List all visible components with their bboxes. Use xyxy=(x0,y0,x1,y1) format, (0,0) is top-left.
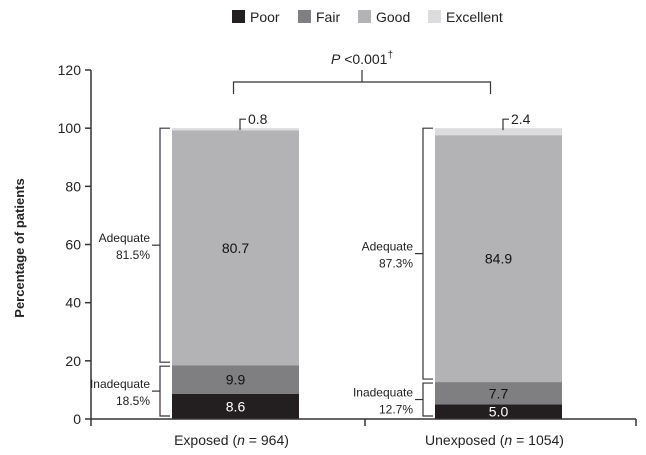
y-axis-title: Percentage of patients xyxy=(12,178,27,317)
data-label-fair: 7.7 xyxy=(489,385,509,401)
bar-segment-fair xyxy=(172,365,299,394)
category-prefix: Unexposed ( xyxy=(425,432,505,448)
data-label-good: 80.7 xyxy=(222,240,249,256)
category-suffix: = 1054) xyxy=(512,432,564,448)
x-category-label: Unexposed (n = 1054) xyxy=(425,432,564,448)
legend-item-poor: Poor xyxy=(232,9,280,25)
excellent-leader-line xyxy=(239,118,246,131)
inadequate-value: 12.7% xyxy=(379,403,413,417)
inadequate-label: Inadequate xyxy=(90,377,150,391)
y-tick-label: 120 xyxy=(58,62,82,78)
legend-label: Fair xyxy=(316,9,340,25)
legend: Poor Fair Good Excellent xyxy=(232,9,503,25)
data-label-poor: 5.0 xyxy=(489,404,509,420)
category-n: n xyxy=(504,432,512,448)
bar-segment-excellent xyxy=(172,128,299,131)
p-value-label: P <0.001† xyxy=(331,50,393,67)
y-tick-label: 20 xyxy=(65,353,81,369)
bar-segment-fair xyxy=(435,382,562,405)
legend-item-excellent: Excellent xyxy=(428,9,503,25)
data-label-excellent: 0.8 xyxy=(248,111,268,127)
legend-swatch xyxy=(298,10,311,23)
bar-segment-excellent xyxy=(435,128,562,136)
x-category-label: Exposed (n = 964) xyxy=(174,432,289,448)
data-label-fair: 9.9 xyxy=(226,372,246,388)
p-dagger: † xyxy=(387,50,393,61)
legend-swatch xyxy=(232,10,245,23)
inadequate-value: 18.5% xyxy=(116,394,150,408)
significance-bracket-line xyxy=(232,81,492,94)
bar-segment-good xyxy=(172,130,299,366)
bar-segment-poor xyxy=(172,393,299,419)
legend-swatch xyxy=(428,10,441,23)
p-symbol: P xyxy=(331,51,341,67)
group-brackets: Adequate 81.5% Inadequate 18.5% Adequate 87.3… xyxy=(90,127,433,417)
adequate-value: 81.5% xyxy=(116,248,150,262)
adequate-bracket xyxy=(422,127,433,380)
legend-item-fair: Fair xyxy=(298,9,340,25)
bars: 8.6 9.9 80.7 0.8 5.0 7.7 84.9 2.4 xyxy=(172,111,562,420)
inadequate-bracket xyxy=(422,382,433,417)
excellent-leader-line xyxy=(502,118,509,131)
legend-item-good: Good xyxy=(358,9,410,25)
y-tick-label: 40 xyxy=(65,295,81,311)
inadequate-bracket xyxy=(159,365,170,417)
adequate-value: 87.3% xyxy=(379,257,413,271)
y-tick-label: 100 xyxy=(58,120,82,136)
adequate-label: Adequate xyxy=(99,231,151,245)
category-prefix: Exposed ( xyxy=(174,432,237,448)
bar-segment-good xyxy=(435,135,562,383)
x-axis: Exposed (n = 964) Unexposed (n = 1054) xyxy=(90,418,637,448)
y-tick-label: 60 xyxy=(65,237,81,253)
y-axis: 0 20 40 60 80 100 120 xyxy=(58,62,92,427)
significance-bracket: P <0.001† xyxy=(232,50,492,94)
y-tick-label: 0 xyxy=(73,411,81,427)
legend-swatch xyxy=(358,10,371,23)
category-suffix: = 964) xyxy=(245,432,289,448)
adequate-label: Adequate xyxy=(362,240,414,254)
y-tick-label: 80 xyxy=(65,178,81,194)
p-value: <0.001 xyxy=(340,51,387,67)
bar-segment-poor xyxy=(435,404,562,419)
inadequate-label: Inadequate xyxy=(353,386,413,400)
legend-label: Poor xyxy=(250,9,280,25)
data-label-excellent: 2.4 xyxy=(511,111,531,127)
adequate-bracket xyxy=(159,127,170,363)
category-n: n xyxy=(237,432,245,448)
data-label-poor: 8.6 xyxy=(226,398,246,414)
legend-label: Excellent xyxy=(446,9,503,25)
legend-label: Good xyxy=(376,9,410,25)
data-label-good: 84.9 xyxy=(485,251,512,267)
